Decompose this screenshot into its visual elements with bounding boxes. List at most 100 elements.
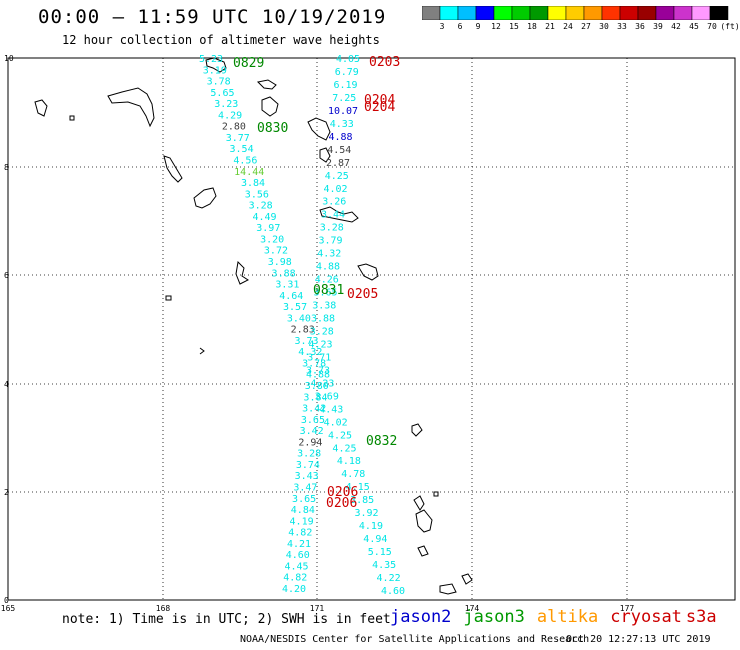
wave-height-value: 5.65 <box>210 88 234 99</box>
wave-height-value: 4.45 <box>284 561 308 572</box>
color-scale-label: 30 <box>599 22 609 31</box>
wave-height-value: 3.20 <box>260 234 284 245</box>
latitude-tick-label: 0 <box>4 596 9 605</box>
wave-height-value: 3.40 <box>287 313 311 324</box>
wave-height-value: 3.57 <box>283 302 307 313</box>
island-shape <box>433 491 439 497</box>
island-shape <box>307 117 331 141</box>
wave-height-value: 4.22 <box>377 573 401 584</box>
wave-height-value: 4.32 <box>317 249 341 260</box>
wave-height-value: 4.20 <box>282 584 306 595</box>
longitude-tick-label: 165 <box>1 604 16 613</box>
map-title: 00:00 – 11:59 UTC 10/19/2019 <box>38 6 387 28</box>
wave-height-value: 3.54 <box>230 144 254 155</box>
wave-height-value: 4.56 <box>233 155 257 166</box>
satellite-legend: jason2 jason3 altika cryosat s3a <box>390 607 729 627</box>
wave-height-value: 4.43 <box>319 404 343 415</box>
wave-height-value: 3.79 <box>318 236 342 247</box>
wave-height-value: 3.65 <box>301 415 325 426</box>
color-scale-bar <box>422 6 729 20</box>
island-shape <box>34 99 48 117</box>
wave-height-value: 4.21 <box>287 539 311 550</box>
latitude-tick-label: 2 <box>4 488 9 497</box>
color-scale-label: 6 <box>457 22 463 31</box>
color-scale-label: 33 <box>617 22 627 31</box>
wave-height-value: 2.80 <box>222 122 246 133</box>
wave-height-value: 4.49 <box>252 212 276 223</box>
wave-height-value: 4.29 <box>218 110 242 121</box>
wave-height-value: 3.31 <box>275 280 299 291</box>
island-shape <box>319 147 331 163</box>
latitude-tick-label: 4 <box>4 380 9 389</box>
wave-height-value: 3.97 <box>256 223 280 234</box>
color-scale-label: 45 <box>689 22 699 31</box>
island-shape <box>415 509 433 533</box>
color-scale-label: 15 <box>509 22 519 31</box>
wave-height-value: 3.73 <box>306 365 330 376</box>
wave-height-value: 3.38 <box>312 301 336 312</box>
longitude-tick-label: 168 <box>156 604 171 613</box>
island-shape <box>107 87 155 128</box>
color-scale-label: (ft) <box>720 22 740 31</box>
map-frame: 165 168 171 174 177 0 2 4 6 8 10 <box>1 54 736 613</box>
wave-height-value: 4.25 <box>328 430 352 441</box>
wave-height-value: 3.85 <box>350 495 374 506</box>
wave-height-value: 2.87 <box>326 158 350 169</box>
wave-height-value: 3.19 <box>203 65 227 76</box>
latitude-tick-label: 10 <box>4 54 14 63</box>
wave-height-value: 3.28 <box>297 449 321 460</box>
wave-height-value: 3.43 <box>295 471 319 482</box>
wave-height-value: 4.02 <box>323 184 347 195</box>
wave-height-value: 4.78 <box>341 469 365 480</box>
latitude-tick-label: 8 <box>4 163 9 172</box>
wave-height-value: 3.26 <box>322 197 346 208</box>
wave-height-value: 3.71 <box>307 352 331 363</box>
wave-height-value: 3.56 <box>245 189 269 200</box>
wave-height-value: 2.83 <box>291 325 315 336</box>
color-scale-label: 42 <box>671 22 681 31</box>
wave-height-value: 3.42 <box>300 426 324 437</box>
pass-time-label: 0204 <box>364 93 395 108</box>
pass-time-label: 0203 <box>369 55 400 70</box>
color-scale-label: 36 <box>635 22 645 31</box>
pass-time-label: 0830 <box>257 121 288 136</box>
wave-height-value: 4.25 <box>332 443 356 454</box>
wave-height-value: 2.94 <box>298 437 322 448</box>
wave-height-value: 3.84 <box>241 178 265 189</box>
wave-height-value: 4.82 <box>283 573 307 584</box>
wave-height-value: 3.78 <box>207 77 231 88</box>
wave-height-value: 14.44 <box>234 167 264 178</box>
wave-height-value: 4.33 <box>330 119 354 130</box>
wave-height-value: 4.25 <box>325 171 349 182</box>
color-scale-labels: 3 6 9 12 15 18 21 24 27 30 33 36 39 42 45 70 (ft) <box>422 22 740 36</box>
color-scale-label: 9 <box>475 22 481 31</box>
wave-height-value: 4.23 <box>308 339 332 350</box>
color-scale-label: 21 <box>545 22 555 31</box>
map-border <box>7 57 736 601</box>
wave-height-value: 4.64 <box>279 291 303 302</box>
wave-height-value: 3.28 <box>310 326 334 337</box>
wave-height-value: 4.35 <box>372 560 396 571</box>
wave-height-value: 4.32 <box>298 347 322 358</box>
island-shape <box>413 495 425 511</box>
wave-height-value: 3.88 <box>272 268 296 279</box>
color-scale-label: 39 <box>653 22 663 31</box>
wave-height-value: 4.94 <box>363 534 387 545</box>
pass-time-label: 0832 <box>366 434 397 449</box>
credit-date: Oct 20 12:27:13 UTC 2019 <box>566 634 711 645</box>
color-scale-label: 12 <box>491 22 501 31</box>
wave-height-value: 4.19 <box>359 521 383 532</box>
wave-height-value: 4.23 <box>310 378 334 389</box>
wave-height-value: 6.79 <box>335 67 359 78</box>
wave-height-value: 4.05 <box>336 54 360 65</box>
wave-height-value: 4.60 <box>286 550 310 561</box>
wave-height-value: 3.74 <box>296 460 320 471</box>
wave-height-value: 3.78 <box>302 358 326 369</box>
wave-height-value: 3.88 <box>311 314 335 325</box>
wave-height-value: 3.28 <box>249 201 273 212</box>
island-shape <box>357 263 379 281</box>
wave-height-value: 3.73 <box>294 336 318 347</box>
latitude-tick-label: 6 <box>4 271 9 280</box>
